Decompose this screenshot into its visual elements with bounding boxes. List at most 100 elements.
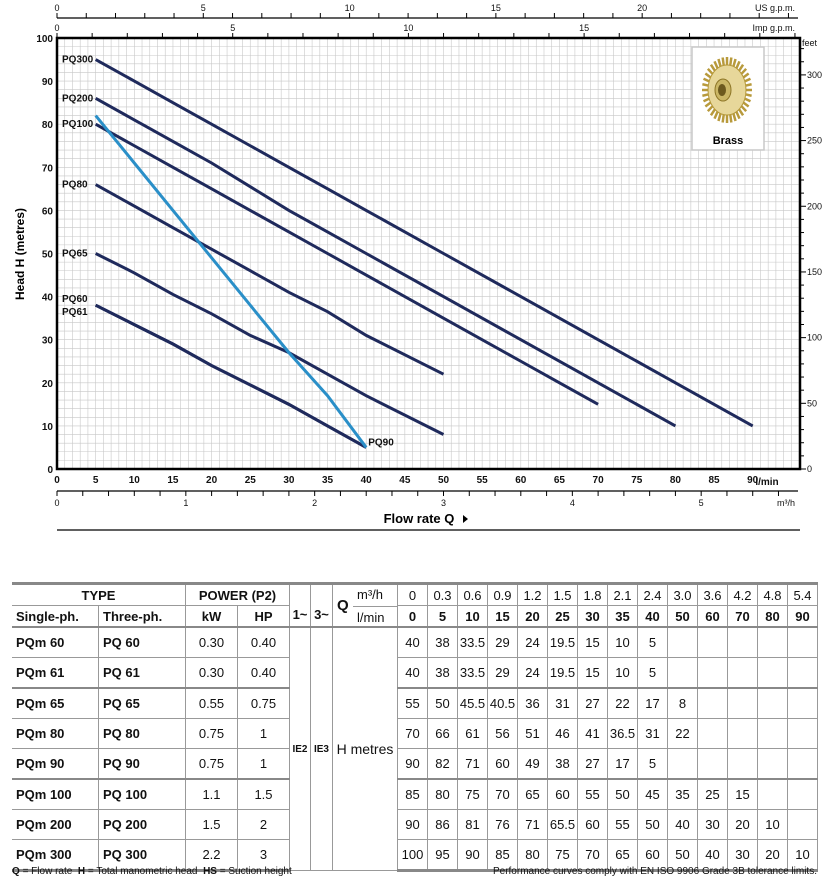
feet-tick-label: 200 <box>807 201 822 211</box>
us_gpm-tick-label: 0 <box>54 3 59 13</box>
legend-h-text: = Total manometric head <box>87 866 198 877</box>
lmin-unit: l/min <box>357 610 385 625</box>
head-value: 55 <box>577 778 608 810</box>
three-phase-model: PQ 80 <box>98 718 186 749</box>
curve-label: PQ60 <box>62 294 88 305</box>
m3h-value: 2.1 <box>607 582 638 606</box>
legend-q: Q <box>12 866 20 877</box>
table-row: PQm 100 PQ 100 1.1 1.5 85 80 75 70 65 60 55 50 45 35 2… <box>12 778 818 810</box>
y-tick-label: 40 <box>42 293 54 304</box>
head-value <box>727 626 758 658</box>
y-tick-label: 20 <box>42 379 54 390</box>
three-phase-model: PQ 200 <box>98 809 186 840</box>
head-value: 15 <box>727 778 758 810</box>
curve-pq90 <box>94 114 368 449</box>
head-value <box>727 687 758 719</box>
head-value <box>667 657 698 689</box>
legend-hs-text: = Suction height <box>219 866 292 877</box>
head-value: 45 <box>637 778 668 810</box>
head-value: 38 <box>427 657 458 689</box>
lmin-value: 25 <box>547 605 578 628</box>
three-phase-model: PQ 300 <box>98 839 186 872</box>
lmin-value: 80 <box>757 605 788 628</box>
head-value: 66 <box>427 718 458 749</box>
head-value: 50 <box>637 809 668 840</box>
head-value: 5 <box>637 657 668 689</box>
head-value: 5 <box>637 626 668 658</box>
x-tick-label: 85 <box>708 475 720 486</box>
y-tick-label: 30 <box>42 336 54 347</box>
curve-label: PQ61 <box>62 307 88 318</box>
head-value <box>697 748 728 780</box>
head-value: 41 <box>577 718 608 749</box>
m3h-tick-label: 5 <box>699 498 704 508</box>
head-value: 50 <box>607 778 638 810</box>
feet-axis-label: feet <box>802 38 818 48</box>
x-tick-label: 30 <box>283 475 295 486</box>
m3h-value: 4.2 <box>727 582 758 606</box>
single-phase-model: PQm 61 <box>12 657 99 689</box>
head-value: 29 <box>487 657 518 689</box>
one-phase-header: 1~ <box>289 582 311 628</box>
lmin-value: 20 <box>517 605 548 628</box>
m3h-value: 0.6 <box>457 582 488 606</box>
x-tick-label: 60 <box>515 475 527 486</box>
m3h-value: 3.0 <box>667 582 698 606</box>
x-tick-label: 0 <box>54 475 60 486</box>
head-value <box>727 657 758 689</box>
head-value: 19.5 <box>547 657 578 689</box>
curve-pq100 <box>94 122 599 406</box>
power-hp: 0.40 <box>237 657 290 689</box>
head-value: 45.5 <box>457 687 488 719</box>
m3h-value: 4.8 <box>757 582 788 606</box>
impeller-bore <box>718 84 726 96</box>
single-phase-header: Single-ph. <box>12 605 99 628</box>
head-value: 71 <box>517 809 548 840</box>
head-value: 22 <box>667 718 698 749</box>
head-value: 80 <box>427 778 458 810</box>
feet-tick-label: 0 <box>807 464 812 474</box>
head-value: 60 <box>547 778 578 810</box>
y-tick-label: 10 <box>42 422 54 433</box>
m3h-value: 0.3 <box>427 582 458 606</box>
head-value: 90 <box>397 809 428 840</box>
feet-tick-label: 50 <box>807 398 817 408</box>
head-value: 61 <box>457 718 488 749</box>
head-value: 95 <box>427 839 458 872</box>
x-tick-label: 10 <box>129 475 141 486</box>
head-value: 31 <box>637 718 668 749</box>
head-value: 8 <box>667 687 698 719</box>
power-kw: 0.55 <box>185 687 238 719</box>
x-tick-label: 55 <box>477 475 489 486</box>
performance-chart: 0102030405060708090100050100150200250300… <box>13 3 822 531</box>
head-value: 55 <box>607 809 638 840</box>
us_gpm-tick-label: 10 <box>345 3 355 13</box>
material-label: Brass <box>713 135 744 147</box>
head-value: 50 <box>427 687 458 719</box>
curve-pq65 <box>94 252 445 436</box>
imp_gpm-tick-label: 5 <box>230 23 235 33</box>
head-value: 38 <box>427 626 458 658</box>
power-hp: 1 <box>237 718 290 749</box>
x-tick-label: 15 <box>167 475 179 486</box>
header-row-2: Single-ph. Three-ph. kW HP 0 5 10 15 20 25 30 35 40 5… <box>12 605 818 628</box>
power-hp: 0.75 <box>237 687 290 719</box>
ie2-class: IE2 <box>289 626 311 871</box>
head-value: 35 <box>667 778 698 810</box>
head-value: 40 <box>697 839 728 872</box>
head-value: 29 <box>487 626 518 658</box>
head-value <box>757 687 788 719</box>
legend-q-text: = Flow rate <box>22 866 73 877</box>
head-value: 36.5 <box>607 718 638 749</box>
x-unit-label: l/min <box>755 477 778 488</box>
head-value: 65.5 <box>547 809 578 840</box>
y-tick-label: 100 <box>36 34 53 45</box>
head-value: 5 <box>637 748 668 780</box>
head-value: 100 <box>397 839 428 872</box>
x-tick-label: 80 <box>670 475 682 486</box>
head-value: 10 <box>607 657 638 689</box>
x-tick-label: 45 <box>399 475 411 486</box>
